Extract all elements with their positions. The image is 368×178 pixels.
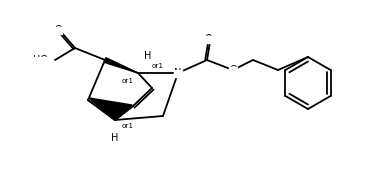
Text: or1: or1 [122, 78, 134, 84]
Text: or1: or1 [122, 123, 134, 129]
Text: O: O [229, 65, 237, 75]
Text: O: O [54, 25, 62, 35]
Text: HO: HO [32, 55, 47, 65]
Bar [174, 69, 182, 77]
Text: H: H [144, 51, 152, 61]
Bar [54, 27, 62, 33]
Bar [33, 56, 46, 64]
Text: H: H [111, 133, 119, 143]
Text: or1: or1 [152, 63, 164, 69]
Polygon shape [104, 58, 138, 73]
Bar [204, 35, 212, 43]
Text: O: O [204, 34, 212, 44]
Polygon shape [89, 98, 132, 120]
Bar [229, 67, 237, 74]
Text: N: N [174, 68, 182, 78]
